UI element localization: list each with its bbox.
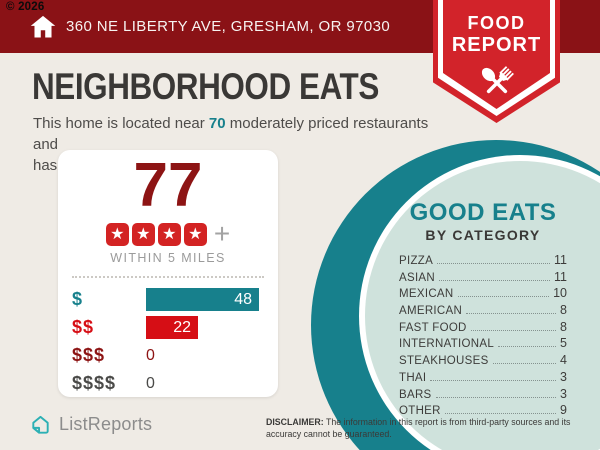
category-value: 11 bbox=[554, 269, 567, 284]
badge-content: FOOD REPORT bbox=[433, 0, 560, 111]
category-row: STEAKHOUSES 4 bbox=[399, 354, 567, 368]
category-label: BARS bbox=[399, 388, 432, 401]
disclaimer-body: The information in this report is from t… bbox=[266, 417, 571, 439]
category-label: OTHER bbox=[399, 405, 441, 418]
category-value: 8 bbox=[560, 319, 567, 334]
category-row: OTHER 9 bbox=[399, 404, 567, 418]
house-logo-icon bbox=[32, 415, 49, 434]
page-title: NEIGHBORHOOD EATS bbox=[32, 66, 379, 107]
dotted-leader bbox=[492, 363, 557, 365]
price-tier-label: $ bbox=[72, 289, 84, 309]
category-row: INTERNATIONAL 5 bbox=[399, 337, 567, 351]
listreports-logo: ListReports bbox=[29, 413, 152, 436]
price-row: $$$$ 0 bbox=[72, 372, 261, 395]
category-row: ASIAN 11 bbox=[399, 271, 567, 285]
price-level-chart: $ 48 $$ 22 $$$ 0 $$$$ bbox=[58, 288, 278, 395]
category-label: STEAKHOUSES bbox=[399, 355, 489, 368]
category-row: FAST FOOD 8 bbox=[399, 321, 567, 335]
category-label: PIZZA bbox=[399, 255, 434, 267]
dotted-leader bbox=[470, 329, 557, 331]
disclaimer-label: DISCLAIMER: bbox=[266, 417, 324, 427]
food-report-badge: FOOD REPORT bbox=[433, 0, 560, 123]
dotted-leader bbox=[437, 263, 551, 264]
price-bar: 48 bbox=[146, 288, 259, 311]
dotted-divider bbox=[72, 276, 264, 278]
category-label: THAI bbox=[399, 371, 427, 384]
dotted-leader bbox=[439, 279, 551, 281]
category-value: 5 bbox=[560, 336, 567, 351]
category-label: ASIAN bbox=[399, 271, 436, 284]
dotted-leader bbox=[498, 346, 557, 348]
category-label: FAST FOOD bbox=[399, 321, 467, 334]
summary-part1: This home is located near bbox=[33, 115, 209, 132]
category-label: INTERNATIONAL bbox=[399, 338, 495, 351]
category-value: 8 bbox=[560, 303, 567, 318]
star-icon: ★ bbox=[105, 222, 129, 246]
star-icon: ★ bbox=[183, 222, 207, 246]
radius-label: WITHIN 5 MILES bbox=[110, 251, 226, 265]
star-icon: ★ bbox=[131, 222, 155, 246]
category-value: 4 bbox=[560, 353, 567, 368]
address-text: 360 NE LIBERTY AVE, GRESHAM, OR 97030 bbox=[66, 18, 391, 35]
price-bar-track: 22 bbox=[146, 316, 261, 339]
price-bar: 22 bbox=[146, 316, 198, 339]
dotted-leader bbox=[444, 413, 557, 415]
good-eats-panel: GOOD EATS BY CATEGORY PIZZA 11 ASIAN 11 … bbox=[399, 200, 567, 421]
restaurant-score: 77 bbox=[133, 151, 203, 220]
category-value: 3 bbox=[560, 369, 567, 384]
plus-icon: + bbox=[213, 218, 231, 249]
price-row: $ 48 bbox=[72, 288, 261, 311]
copyright-text: © 2026 bbox=[6, 1, 45, 13]
price-bar-track: 48 bbox=[146, 288, 261, 311]
category-row: AMERICAN 8 bbox=[399, 304, 567, 318]
category-value: 9 bbox=[560, 403, 567, 418]
price-zero-value: 0 bbox=[146, 375, 155, 392]
good-eats-title: GOOD EATS bbox=[409, 199, 557, 226]
dotted-leader bbox=[435, 396, 557, 398]
category-row: MEXICAN 10 bbox=[399, 287, 567, 301]
disclaimer-text: DISCLAIMER: The information in this repo… bbox=[266, 417, 596, 440]
badge-title-line2: REPORT bbox=[451, 34, 542, 56]
category-value: 10 bbox=[553, 286, 567, 301]
good-eats-subtitle: BY CATEGORY bbox=[425, 227, 541, 243]
brand-name: ListReports bbox=[59, 414, 153, 434]
category-row: BARS 3 bbox=[399, 386, 567, 402]
restaurant-count: 70 bbox=[208, 115, 226, 132]
category-label: MEXICAN bbox=[399, 288, 454, 301]
price-zero-value: 0 bbox=[146, 347, 155, 364]
category-label: AMERICAN bbox=[399, 305, 463, 318]
category-value: 11 bbox=[554, 253, 567, 267]
star-rating: ★ ★ ★ ★ + bbox=[58, 218, 278, 249]
price-row: $$ 22 bbox=[72, 316, 261, 339]
price-bar-value: 22 bbox=[173, 318, 191, 336]
price-tier-label: $$ bbox=[72, 317, 95, 337]
price-bar-track: 0 bbox=[146, 372, 261, 395]
price-tier-label: $$$$ bbox=[72, 373, 117, 393]
score-card: 77 ★ ★ ★ ★ + WITHIN 5 MILES $ 48 $$ 22 $$$ bbox=[58, 150, 278, 397]
star-icon: ★ bbox=[157, 222, 181, 246]
price-row: $$$ 0 bbox=[72, 344, 261, 367]
price-tier-label: $$$ bbox=[72, 345, 106, 365]
dotted-leader bbox=[457, 296, 550, 298]
category-value: 3 bbox=[560, 386, 567, 401]
spoon-fork-crossed-icon bbox=[481, 66, 514, 94]
category-list: PIZZA 11 ASIAN 11 MEXICAN 10 AMERICAN 8 … bbox=[399, 254, 567, 418]
home-icon bbox=[30, 15, 56, 38]
category-row: THAI 3 bbox=[399, 371, 567, 385]
price-bar-value: 48 bbox=[234, 290, 252, 308]
price-bar-track: 0 bbox=[146, 344, 261, 367]
badge-title-line1: FOOD bbox=[467, 13, 526, 33]
dotted-leader bbox=[430, 379, 557, 381]
dotted-leader bbox=[466, 313, 557, 315]
category-row: PIZZA 11 bbox=[399, 254, 567, 268]
